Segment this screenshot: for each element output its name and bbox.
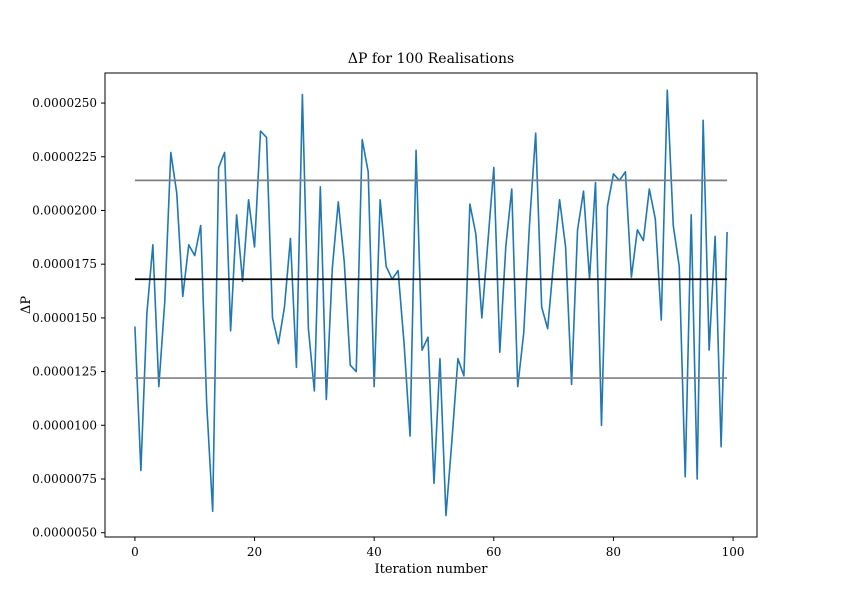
- x-tick-label: 60: [486, 545, 501, 559]
- y-tick-label: 0.0000175: [32, 257, 97, 271]
- x-axis-title: Iteration number: [374, 562, 488, 577]
- ticks-layer: 0 20 40 60 80 100 0.0000050 0.0000075 0.0000100 0…: [32, 96, 744, 559]
- x-tick-label: 40: [367, 545, 382, 559]
- y-tick-label: 0.0000225: [32, 150, 97, 164]
- series-layer: [134, 89, 728, 517]
- y-tick-label: 0.0000150: [32, 311, 97, 325]
- y-tick-label: 0.0000125: [32, 365, 97, 379]
- y-tick-label: 0.0000250: [32, 96, 97, 110]
- y-tick-label: 0.0000100: [32, 418, 97, 432]
- y-tick-label: 0.0000050: [32, 526, 97, 540]
- x-tick-label: 20: [247, 545, 262, 559]
- series-line-realisations: [134, 89, 728, 517]
- y-tick-label: 0.0000200: [32, 203, 97, 217]
- y-tick-label: 0.0000075: [32, 472, 97, 486]
- y-axis-title: ΔP: [19, 296, 34, 314]
- x-tick-label: 80: [606, 545, 621, 559]
- x-tick-label: 0: [131, 545, 139, 559]
- chart-title: ΔP for 100 Realisations: [348, 51, 514, 67]
- plot-frame: [104, 72, 758, 538]
- x-tick-label: 100: [722, 545, 745, 559]
